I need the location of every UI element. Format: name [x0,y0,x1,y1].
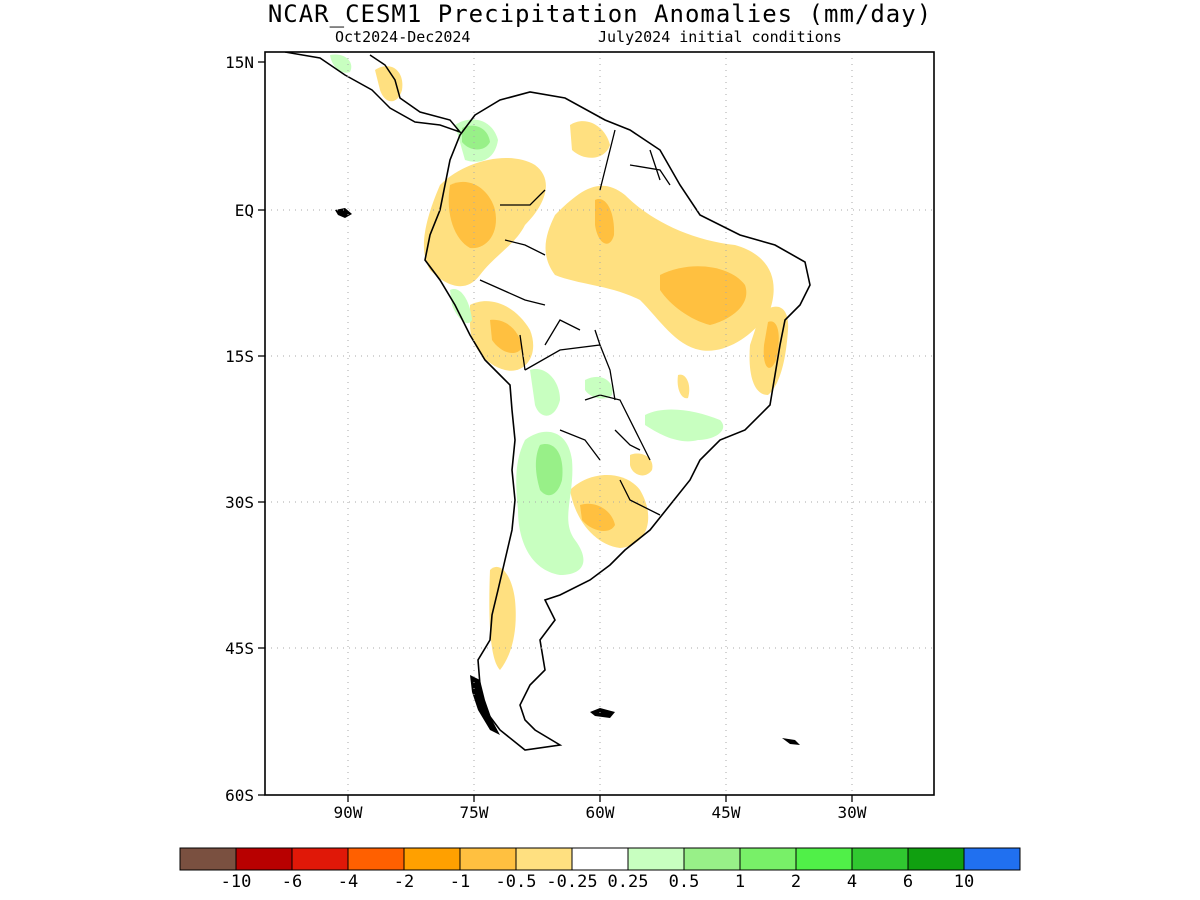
dry-anomaly-venezuela [570,121,610,158]
wet-anomaly-colombia-core [462,125,490,150]
chart-title: NCAR_CESM1 Precipitation Anomalies (mm/d… [267,0,933,28]
coastlines-and-borders [284,52,811,751]
colorbar-tick-label: 2 [790,872,802,892]
wet-anomaly-argentina-core [535,444,563,496]
country-borders [479,129,671,516]
dry-anomaly-peru-core [490,319,522,354]
dry-anomaly-uruguay-core [580,503,615,532]
colorbar-swatch [515,847,573,871]
colorbar-tick-label: -1 [449,872,471,892]
tick-marks [258,61,853,802]
wet-anomaly-southeast-brazil [645,409,724,442]
colorbar-swatch [571,847,629,871]
lon-label: 45W [712,803,741,822]
colorbar-tick-label: 1 [734,872,746,892]
anomaly-field [330,54,789,670]
lon-label: 75W [460,803,489,822]
longitude-labels: 90W 75W 60W 45W 30W [334,803,867,822]
lat-label: 45S [225,639,254,658]
initial-conditions-label: July2024 initial conditions [598,28,842,46]
lat-label: 15S [225,347,254,366]
colorbar-tick-label: -10 [220,872,252,892]
dry-anomaly-mato-grosso [677,374,690,399]
wet-anomaly-bolivia-chaco [530,369,560,416]
dry-anomaly-uruguay [570,475,649,548]
colorbar-swatch [235,847,293,871]
colorbar-tick-label: 6 [902,872,914,892]
colorbar-tick-label: 0.5 [668,872,700,892]
colorbar-tick-label: -0.25 [546,872,598,892]
colorbar-swatch [179,847,237,871]
colorbar-tick-label: -2 [393,872,415,892]
chile-fjords [470,675,500,735]
south-georgia-island [782,738,800,745]
wet-anomaly-peru-coast [450,289,472,324]
galapagos-islands [335,208,352,218]
colorbar-swatch [739,847,797,871]
colorbar-swatch [963,847,1021,871]
colorbar [179,847,1021,871]
dry-anomaly-ecuador-core [448,181,496,249]
lat-label: 15N [225,53,254,72]
dry-anomaly-chile-south [489,566,516,670]
colorbar-swatch [403,847,461,871]
lat-label: 60S [225,786,254,805]
season-label: Oct2024-Dec2024 [335,28,471,46]
central-america-coastline [284,52,463,134]
lat-label: 30S [225,493,254,512]
lon-label: 60W [586,803,615,822]
wet-anomaly-mexico [330,54,352,73]
wet-anomaly-argentina [516,431,584,575]
colorbar-tick-label: -0.5 [495,872,537,892]
colorbar-swatch [907,847,965,871]
colorbar-tick-label: 4 [846,872,858,892]
colorbar-tick-label: 0.25 [607,872,649,892]
south-america-coastline [424,91,811,751]
colorbar-tick-label: 10 [953,872,975,892]
lon-label: 90W [334,803,363,822]
colorbar-swatch [459,847,517,871]
colorbar-tick-label: -4 [337,872,359,892]
grid-lines [265,52,934,795]
latitude-labels: 15N EQ 15S 30S 45S 60S [225,53,254,805]
falkland-islands [590,708,615,718]
colorbar-swatch [291,847,349,871]
map-frame [264,51,935,796]
lon-label: 30W [838,803,867,822]
wet-anomaly-central-brazil [585,376,613,399]
colorbar-tick-label: -6 [281,872,303,892]
dry-anomaly-brazil-core [660,266,747,325]
dry-anomaly-central-america [375,66,403,102]
colorbar-swatch [347,847,405,871]
dry-anomaly-paraguay [630,453,653,476]
colorbar-swatch [851,847,909,871]
colorbar-swatch [683,847,741,871]
lat-label: EQ [235,201,254,220]
colorbar-swatch [627,847,685,871]
colorbar-swatch [795,847,853,871]
